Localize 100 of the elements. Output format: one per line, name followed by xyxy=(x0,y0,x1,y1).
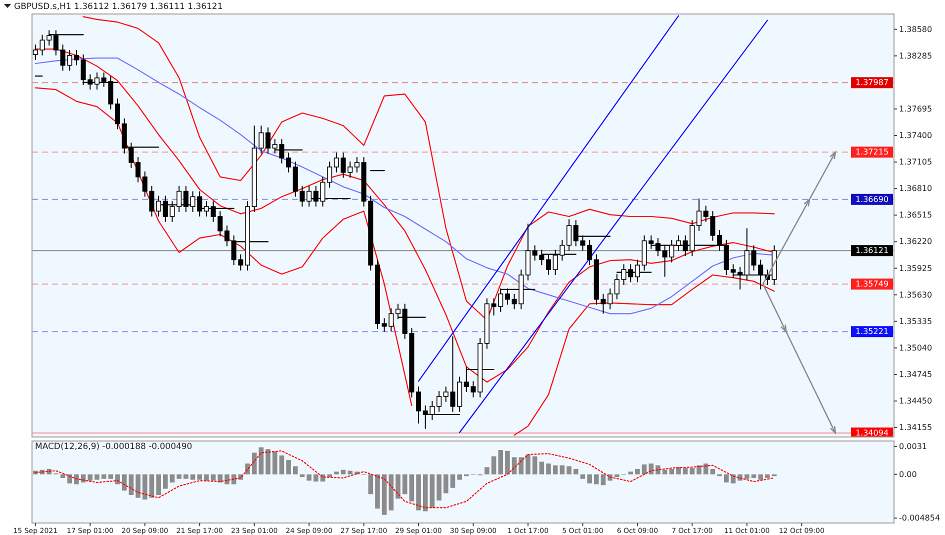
bar xyxy=(546,464,551,474)
bar xyxy=(758,474,763,480)
ref-line-label: 1.36690 xyxy=(855,194,889,204)
candlestick xyxy=(696,198,702,232)
bar xyxy=(348,470,353,474)
y-tick-label: 1.34745 xyxy=(899,370,932,379)
bar xyxy=(388,474,394,510)
ref-line-label: 1.37215 xyxy=(855,148,889,157)
line-series xyxy=(34,87,412,406)
chart-title: MACD(12,26,9) -0.000188 -0.000490 xyxy=(35,442,192,452)
bar xyxy=(614,474,620,478)
chart-title: GBPUSD.s,H1 1.36112 1.36179 1.36111 1.36121 xyxy=(14,2,223,12)
bar xyxy=(573,468,578,474)
y-tick-label: 1.35335 xyxy=(899,316,932,326)
candlestick xyxy=(224,225,230,247)
bar xyxy=(292,466,298,474)
bar xyxy=(539,462,544,474)
bar xyxy=(444,474,448,494)
bar xyxy=(382,474,387,515)
y-tick-label: 0.00 xyxy=(899,470,917,479)
bar xyxy=(286,460,291,474)
bar xyxy=(690,468,695,474)
bar xyxy=(252,452,257,474)
y-tick-label: 1.38580 xyxy=(899,24,932,34)
bar xyxy=(409,474,414,502)
y-tick-label: 1.36515 xyxy=(899,210,932,220)
line-series xyxy=(82,16,775,321)
bar xyxy=(258,447,264,474)
bar xyxy=(498,450,504,474)
y-tick-label: 1.34450 xyxy=(899,396,932,406)
bar xyxy=(436,474,442,500)
candlestick xyxy=(286,152,292,173)
y-tick-label: 1.37105 xyxy=(899,158,932,167)
candlestick xyxy=(114,98,120,130)
bar xyxy=(340,470,346,474)
bar xyxy=(327,474,332,478)
bar xyxy=(635,468,640,474)
line-series xyxy=(514,274,775,436)
bar xyxy=(170,474,175,482)
bar xyxy=(710,468,716,474)
bar xyxy=(396,474,400,499)
bar xyxy=(163,474,168,489)
candlestick xyxy=(74,50,79,66)
bar xyxy=(682,468,688,474)
bar xyxy=(628,472,634,474)
bar xyxy=(765,474,770,478)
candlestick xyxy=(587,239,592,266)
y-tick-label: 1.37400 xyxy=(899,131,932,140)
bar xyxy=(648,464,654,474)
bar xyxy=(272,452,278,474)
y-tick-label: 1.37695 xyxy=(899,104,932,114)
candlestick xyxy=(136,156,141,183)
bar xyxy=(587,474,592,484)
bar xyxy=(60,474,66,478)
bar xyxy=(136,474,140,498)
bar xyxy=(101,474,106,479)
candlestick xyxy=(354,156,360,173)
bar xyxy=(724,474,729,482)
bar xyxy=(518,457,524,474)
candlestick xyxy=(416,386,422,424)
bar xyxy=(656,465,660,474)
bar xyxy=(314,474,318,482)
bar xyxy=(218,474,223,482)
bar xyxy=(149,474,154,498)
bar xyxy=(422,474,428,512)
bar xyxy=(512,457,517,474)
bar xyxy=(642,464,647,474)
bar xyxy=(156,474,161,496)
bar xyxy=(532,456,538,474)
y-tick-label: -0.004854 xyxy=(899,514,940,523)
bar xyxy=(662,470,668,474)
bar xyxy=(484,467,490,474)
line-series xyxy=(34,450,775,508)
y-tick-label: 1.34155 xyxy=(899,423,932,432)
bar xyxy=(696,465,702,474)
y-tick-label: 0.0031 xyxy=(899,442,927,451)
bar xyxy=(204,474,209,481)
bar xyxy=(224,474,230,484)
candlestick xyxy=(566,218,572,252)
y-tick-label: 1.35630 xyxy=(899,290,932,300)
bar xyxy=(552,465,558,474)
bar xyxy=(184,474,188,479)
bar xyxy=(108,474,114,479)
bar xyxy=(176,474,182,479)
bar xyxy=(67,474,72,484)
y-tick-label: 1.38285 xyxy=(899,51,932,60)
y-tick-label: 1.36220 xyxy=(899,237,932,246)
bar xyxy=(122,474,127,491)
bar xyxy=(74,474,79,484)
bar xyxy=(669,468,674,474)
bar xyxy=(457,474,462,480)
bar xyxy=(560,465,565,474)
candlestick xyxy=(266,126,271,154)
bar xyxy=(142,474,148,500)
bar xyxy=(580,474,586,479)
ref-line-label: 1.35749 xyxy=(855,280,889,289)
bar xyxy=(450,474,456,488)
candlestick xyxy=(334,152,339,173)
bar xyxy=(306,474,312,481)
bar xyxy=(368,474,374,494)
